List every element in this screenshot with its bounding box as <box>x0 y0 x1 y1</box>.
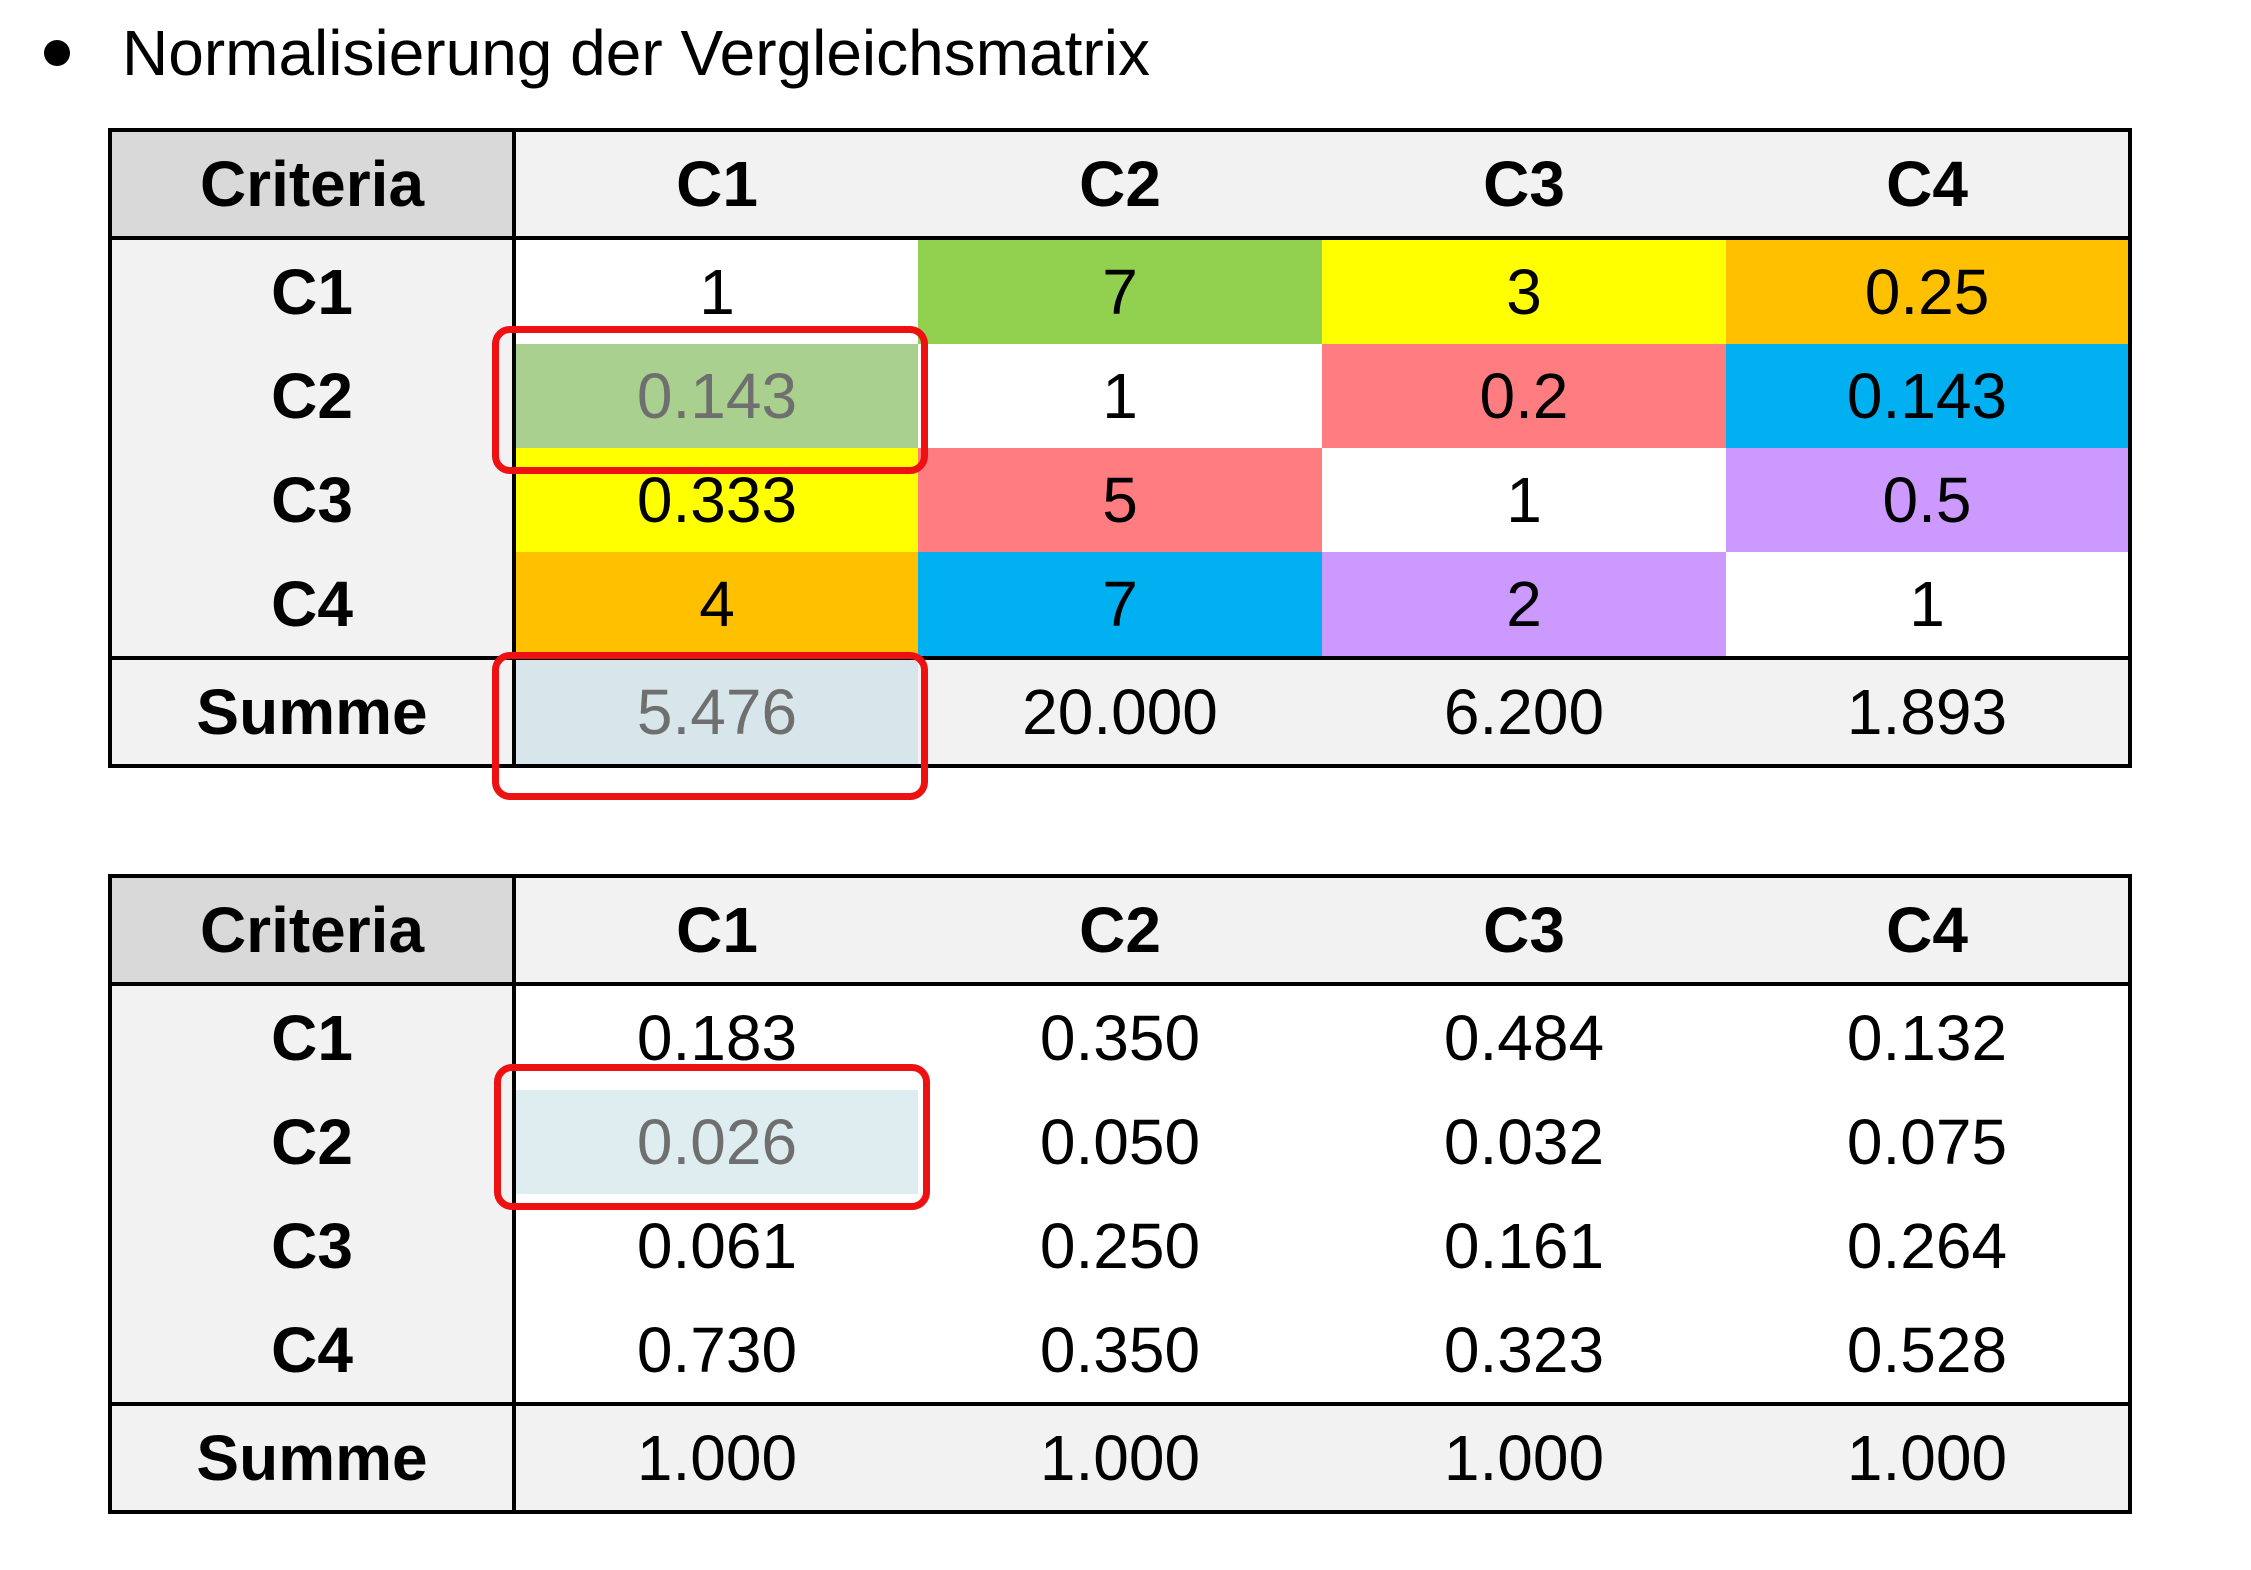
table-row: C4 4 7 2 1 <box>110 552 2130 658</box>
sum-cell: 1.893 <box>1726 656 2130 766</box>
matrix-cell: 1 <box>1322 448 1726 552</box>
row-header: C4 <box>110 1298 516 1404</box>
sum-cell: 20.000 <box>918 656 1322 766</box>
table-row: C2 0.143 1 0.2 0.143 <box>110 344 2130 448</box>
row-header: C3 <box>110 448 516 552</box>
matrix-cell: 0.25 <box>1726 238 2130 344</box>
sum-label: Summe <box>110 656 516 766</box>
matrix-cell: 7 <box>918 238 1322 344</box>
matrix-cell: 0.250 <box>1039 1210 1201 1282</box>
column-header: C3 <box>1322 876 1726 986</box>
bullet-dot-icon <box>44 40 70 66</box>
sum-label: Summe <box>110 1402 516 1512</box>
matrix-cell: 2 <box>1322 552 1726 658</box>
sum-cell: 1.000 <box>1726 1402 2130 1512</box>
column-header: C3 <box>1322 130 1726 240</box>
matrix-cell: 0.075 <box>1846 1106 2008 1178</box>
matrix-cell: 0.061 <box>636 1210 798 1282</box>
table-row: C1 1 7 3 0.25 <box>110 238 2130 344</box>
corner-header: Criteria <box>110 130 516 240</box>
column-header: C1 <box>514 876 918 986</box>
column-header: C2 <box>918 130 1322 240</box>
matrix-cell: 1 <box>918 344 1322 448</box>
row-header: C2 <box>110 1090 516 1194</box>
section-heading: Normalisierung der Vergleichsmatrix <box>122 17 1150 89</box>
matrix-cell: 0.143 <box>1726 344 2130 448</box>
matrix-cell: 0.350 <box>1039 1314 1201 1386</box>
matrix-cell: 1 <box>514 238 918 344</box>
comparison-matrix: Criteria C1 C2 C3 C4 C1 1 7 3 0.25 C2 0.… <box>108 128 2132 768</box>
sum-cell: 1.000 <box>918 1402 1322 1512</box>
matrix-cell: 0.730 <box>636 1314 798 1386</box>
row-header: C4 <box>110 552 516 658</box>
matrix-cell: 0.528 <box>1846 1314 2008 1386</box>
bullet-line: Normalisierung der Vergleichsmatrix <box>30 8 1150 98</box>
row-header: C3 <box>110 1194 516 1298</box>
highlighted-cell: 0.026 <box>514 1090 918 1194</box>
column-header: C2 <box>918 876 1322 986</box>
matrix-cell: 0.132 <box>1846 1002 2008 1074</box>
column-header: C4 <box>1726 876 2130 986</box>
matrix-cell: 0.2 <box>1322 344 1726 448</box>
sum-cell: 6.200 <box>1322 656 1726 766</box>
matrix-cell: 0.484 <box>1443 1002 1605 1074</box>
sum-row: Summe 1.000 1.000 1.000 1.000 <box>110 1402 2130 1512</box>
column-header: C4 <box>1726 130 2130 240</box>
corner-header: Criteria <box>110 876 516 986</box>
matrix-cell: 0.5 <box>1726 448 2130 552</box>
matrix-cell: 0.323 <box>1443 1314 1605 1386</box>
sum-row: Summe 5.476 20.000 6.200 1.893 <box>110 656 2130 766</box>
matrix-cell: 0.183 <box>636 1002 798 1074</box>
matrix-cell: 0.264 <box>1846 1210 2008 1282</box>
table-row: C4 0.730 0.350 0.323 0.528 <box>110 1298 2130 1404</box>
matrix-cell: 0.032 <box>1443 1106 1605 1178</box>
matrix-cell: 0.333 <box>514 448 918 552</box>
matrix-cell: 0.050 <box>1039 1106 1201 1178</box>
header-row: Criteria C1 C2 C3 C4 <box>110 130 2130 240</box>
column-header: C1 <box>514 130 918 240</box>
table-row: C3 0.061 0.250 0.161 0.264 <box>110 1194 2130 1298</box>
table-row: C3 0.333 5 1 0.5 <box>110 448 2130 552</box>
normalized-matrix: Criteria C1 C2 C3 C4 C1 0.183 0.350 0.48… <box>108 874 2132 1514</box>
matrix-cell: 3 <box>1322 238 1726 344</box>
highlighted-sum-cell: 5.476 <box>514 656 918 766</box>
sum-cell: 1.000 <box>1322 1402 1726 1512</box>
matrix-cell: 4 <box>514 552 918 658</box>
matrix-cell: 5 <box>918 448 1322 552</box>
matrix-cell: 7 <box>918 552 1322 658</box>
header-row: Criteria C1 C2 C3 C4 <box>110 876 2130 986</box>
matrix-cell: 1 <box>1726 552 2130 658</box>
table-row: C1 0.183 0.350 0.484 0.132 <box>110 984 2130 1090</box>
row-header: C2 <box>110 344 516 448</box>
sum-cell: 1.000 <box>514 1402 918 1512</box>
matrix-cell: 0.161 <box>1443 1210 1605 1282</box>
row-header: C1 <box>110 238 516 344</box>
row-header: C1 <box>110 984 516 1090</box>
matrix-cell: 0.350 <box>1039 1002 1201 1074</box>
table-row: C2 0.026 0.050 0.032 0.075 <box>110 1090 2130 1194</box>
highlighted-cell: 0.143 <box>514 344 918 448</box>
